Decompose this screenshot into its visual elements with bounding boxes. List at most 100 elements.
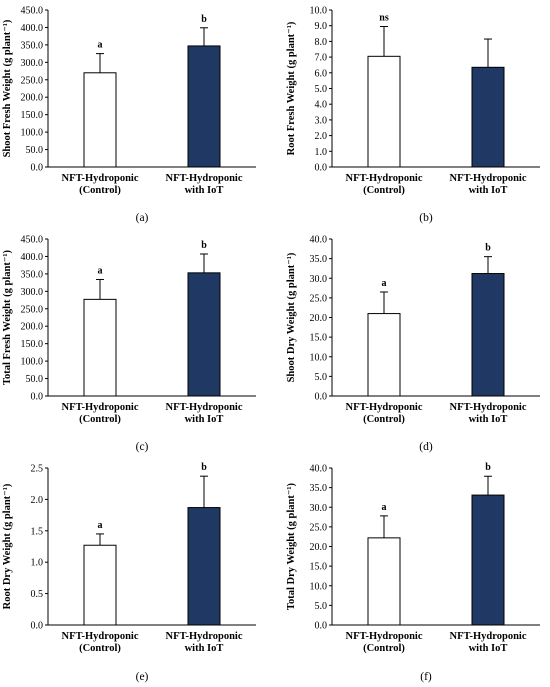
bar-control (367, 537, 401, 626)
significance-letter: b (201, 14, 207, 25)
y-tick-label: 5.0 (315, 84, 328, 95)
y-tick-label: 50.0 (26, 374, 44, 385)
significance-letter: b (485, 243, 491, 254)
y-tick-label: 0.0 (315, 621, 328, 632)
category-label: NFT-Hydroponic with IoT (449, 631, 526, 654)
y-axis-label: Root Fresh Weight (g plant⁻¹) (286, 21, 297, 155)
y-tick-label: 200.0 (21, 322, 44, 333)
y-tick-label: 10.0 (310, 581, 328, 592)
significance-letter: b (485, 462, 491, 473)
bar-iot (187, 507, 221, 626)
y-tick-label: 35.0 (310, 483, 328, 494)
y-tick-label: 15.0 (310, 333, 328, 344)
category-label: NFT-Hydroponic (Control) (345, 631, 422, 654)
y-tick-label: 250.0 (21, 75, 44, 86)
category-label: NFT-Hydroponic with IoT (165, 631, 242, 654)
bar-iot (187, 272, 221, 397)
y-tick-label: 10.0 (310, 6, 328, 17)
y-axis-label: Total Dry Weight (g plant⁻¹) (286, 482, 297, 610)
bar-control (83, 298, 117, 397)
significance-letter: b (201, 240, 207, 251)
category-label: NFT-Hydroponic with IoT (449, 402, 526, 425)
y-tick-label: 20.0 (310, 542, 328, 553)
y-tick-label: 1.0 (315, 147, 328, 158)
significance-letter: a (98, 520, 103, 531)
y-tick-label: 0.0 (315, 163, 328, 174)
y-tick-label: 30.0 (310, 274, 328, 285)
y-tick-label: 400.0 (21, 252, 44, 263)
bar-control (83, 72, 117, 168)
y-tick-label: 25.0 (310, 293, 328, 304)
bar-iot (471, 66, 505, 168)
category-label: NFT-Hydroponic (Control) (61, 402, 138, 425)
y-tick-label: 300.0 (21, 58, 44, 69)
significance-letter: a (98, 265, 103, 276)
panel-label: (a) (136, 212, 149, 224)
bar-control (367, 55, 401, 168)
category-label: NFT-Hydroponic (Control) (345, 173, 422, 196)
chart-panel: 0.0 50.0 100.0 150.0 200.0 250.0 300.0 350.0 400… (2, 6, 256, 224)
category-label: NFT-Hydroponic (Control) (61, 631, 138, 654)
category-label: NFT-Hydroponic (Control) (345, 402, 422, 425)
y-tick-label: 1.5 (31, 526, 44, 537)
y-axis-label: Shoot Fresh Weight (g plant⁻¹) (2, 19, 13, 157)
y-tick-label: 3.0 (315, 115, 328, 126)
significance-letter: a (98, 40, 103, 51)
panel-label: (e) (136, 671, 149, 683)
y-tick-label: 0.0 (31, 392, 44, 403)
significance-letter: a (382, 278, 387, 289)
y-tick-label: 50.0 (26, 145, 44, 156)
y-tick-label: 15.0 (310, 562, 328, 573)
y-tick-label: 2.0 (31, 495, 44, 506)
y-tick-label: 40.0 (310, 464, 328, 475)
category-label: NFT-Hydroponic with IoT (165, 402, 242, 425)
y-tick-label: 0.0 (315, 392, 328, 403)
y-tick-label: 30.0 (310, 503, 328, 514)
panel-label: (f) (420, 671, 432, 683)
y-tick-label: 5.0 (315, 372, 328, 383)
y-tick-label: 250.0 (21, 304, 44, 315)
panel-label: (b) (419, 212, 433, 224)
y-tick-label: 0.0 (31, 163, 44, 174)
bar-control (367, 313, 401, 397)
y-tick-label: 450.0 (21, 235, 44, 246)
y-tick-label: 150.0 (21, 339, 44, 350)
y-tick-label: 20.0 (310, 313, 328, 324)
y-tick-label: 150.0 (21, 110, 44, 121)
chart-panel: 0.0 5.0 10.0 15.0 20.0 25.0 30.0 35.0 40.0 a NFT-H… (286, 462, 540, 683)
y-tick-label: 25.0 (310, 522, 328, 533)
y-axis-label: Shoot Dry Weight (g plant⁻¹) (286, 252, 297, 382)
significance-letter: b (201, 462, 207, 473)
category-label: NFT-Hydroponic with IoT (165, 173, 242, 196)
chart-panel: 0.0 1.0 2.0 3.0 4.0 5.0 6.0 7.0 8.0 9.0 10.0 ns NFT-… (286, 6, 540, 224)
y-tick-label: 5.0 (315, 601, 328, 612)
chart-panel: 0.0 5.0 10.0 15.0 20.0 25.0 30.0 35.0 40.0 a NFT-H… (286, 235, 540, 453)
bar-iot (471, 494, 505, 626)
category-label: NFT-Hydroponic (Control) (61, 173, 138, 196)
y-tick-label: 400.0 (21, 23, 44, 34)
y-tick-label: 2.0 (315, 131, 328, 142)
y-tick-label: 450.0 (21, 6, 44, 17)
y-tick-label: 100.0 (21, 357, 44, 368)
y-axis-label: Total Fresh Weight (g plant⁻¹) (2, 249, 13, 385)
y-tick-label: 9.0 (315, 21, 328, 32)
y-tick-label: 4.0 (315, 100, 328, 111)
y-tick-label: 350.0 (21, 269, 44, 280)
category-label: NFT-Hydroponic with IoT (449, 173, 526, 196)
chart-panel: 0.0 0.5 1.0 1.5 2.0 2.5 a NFT-Hydroponic (Contro… (2, 462, 256, 683)
significance-letter: ns (379, 12, 389, 23)
y-axis-label: Root Dry Weight (g plant⁻¹) (2, 483, 13, 609)
y-tick-label: 6.0 (315, 68, 328, 79)
bar-control (83, 544, 117, 626)
y-tick-label: 200.0 (21, 93, 44, 104)
y-tick-label: 2.5 (31, 464, 44, 475)
bar-iot (471, 273, 505, 397)
panel-label: (c) (136, 441, 149, 453)
chart-panel: 0.0 50.0 100.0 150.0 200.0 250.0 300.0 350.0 400… (2, 235, 256, 453)
y-tick-label: 40.0 (310, 235, 328, 246)
y-tick-label: 100.0 (21, 128, 44, 139)
y-tick-label: 0.0 (31, 621, 44, 632)
y-tick-label: 10.0 (310, 352, 328, 363)
y-tick-label: 0.5 (31, 589, 44, 600)
